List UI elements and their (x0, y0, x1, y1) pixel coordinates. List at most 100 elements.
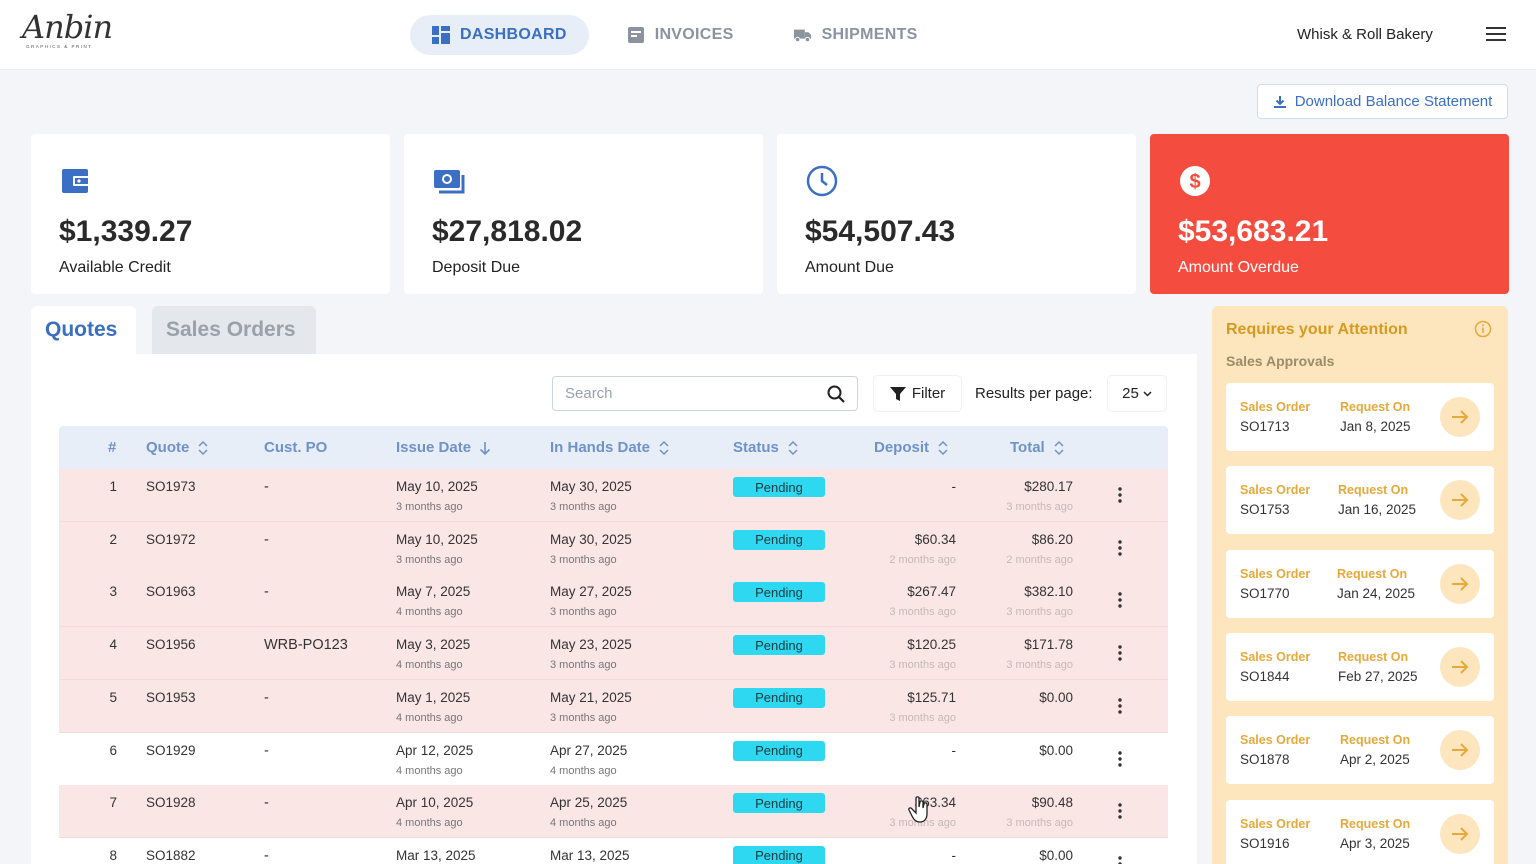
open-approval-button[interactable] (1440, 646, 1480, 687)
row-total: $171.78 (1024, 637, 1073, 653)
tab-sales-orders[interactable]: Sales Orders (152, 306, 316, 354)
row-issue-date: May 3, 2025 (396, 637, 471, 653)
sales-approval-card[interactable]: Sales Order SO1770 Request On Jan 24, 20… (1226, 549, 1494, 618)
sales-order-label: Sales Order (1240, 816, 1311, 831)
row-in-hands-date: May 30, 2025 (550, 479, 632, 494)
row-cust-po: WRB-PO123 (264, 637, 348, 654)
sales-approval-card[interactable]: Sales Order SO1916 Request On Apr 3, 202… (1226, 799, 1494, 864)
column-issue-date[interactable]: Issue Date (396, 439, 491, 456)
table-row[interactable]: 7 SO1928 - Apr 10, 2025 4 months ago Apr… (59, 785, 1168, 839)
more-options-icon[interactable] (1118, 487, 1122, 503)
row-total-ago: 3 months ago (1006, 817, 1073, 830)
tab-quotes[interactable]: Quotes (31, 306, 136, 354)
sales-approval-card[interactable]: Sales Order SO1713 Request On Jan 8, 202… (1226, 383, 1494, 451)
status-badge: Pending (733, 635, 825, 656)
filter-button[interactable]: Filter (874, 376, 961, 411)
row-deposit-ago: 3 months ago (889, 817, 956, 830)
open-approval-button[interactable] (1440, 480, 1480, 521)
download-balance-statement-button[interactable]: Download Balance Statement (1257, 84, 1508, 119)
open-approval-button[interactable] (1440, 813, 1480, 854)
search-icon[interactable] (827, 385, 845, 403)
request-on-date: Apr 2, 2025 (1340, 752, 1410, 768)
cash-icon (434, 170, 465, 194)
chevron-down-icon (1143, 390, 1152, 397)
more-options-icon[interactable] (1118, 698, 1122, 714)
svg-text:$: $ (1189, 171, 1200, 193)
row-number: 3 (109, 584, 117, 600)
column-cust-po-label: Cust. PO (264, 439, 328, 456)
column-in-hands-date[interactable]: In Hands Date (550, 439, 670, 456)
company-name[interactable]: Whisk & Roll Bakery (1297, 26, 1433, 43)
row-in-hands-ago: 3 months ago (550, 553, 617, 566)
sales-order-label: Sales Order (1240, 566, 1311, 581)
hand-cursor-icon (908, 796, 928, 823)
hamburger-menu-icon[interactable] (1484, 24, 1508, 44)
row-deposit: - (951, 479, 957, 494)
sales-approval-card[interactable]: Sales Order SO1753 Request On Jan 16, 20… (1226, 466, 1494, 535)
more-options-icon[interactable] (1118, 539, 1122, 556)
more-options-icon[interactable] (1118, 592, 1122, 609)
available-credit-amount: $1,339.27 (59, 215, 193, 248)
row-quote-number[interactable]: SO1929 (146, 742, 196, 758)
table-row[interactable]: 4 SO1956 WRB-PO123 May 3, 2025 4 months … (59, 627, 1168, 681)
row-quote-number[interactable]: SO1963 (146, 584, 196, 600)
row-quote-number[interactable]: SO1882 (146, 847, 196, 863)
logo-text: Anbin (22, 8, 113, 46)
row-cust-po: - (264, 584, 269, 601)
open-approval-button[interactable] (1440, 397, 1480, 437)
open-approval-button[interactable] (1440, 563, 1480, 604)
table-row[interactable]: 8 SO1882 - Mar 13, 2025 Mar 13, 2025 Pen… (59, 837, 1168, 864)
row-number: 6 (109, 742, 117, 758)
more-options-icon[interactable] (1118, 750, 1122, 767)
filter-icon (889, 386, 906, 401)
results-per-page-select[interactable]: 25 (1108, 376, 1166, 411)
row-quote-number[interactable]: SO1973 (146, 479, 196, 494)
row-quote-number[interactable]: SO1956 (146, 637, 196, 653)
row-total: $90.48 (1031, 795, 1073, 811)
request-on-date: Jan 16, 2025 (1338, 502, 1417, 518)
amount-due-amount: $54,507.43 (805, 215, 956, 248)
row-issue-date: Mar 13, 2025 (396, 847, 476, 863)
sales-approval-card[interactable]: Sales Order SO1878 Request On Apr 2, 202… (1226, 716, 1494, 785)
column-quote[interactable]: Quote (146, 439, 209, 456)
row-quote-number[interactable]: SO1972 (146, 531, 196, 547)
sales-approval-card[interactable]: Sales Order SO1844 Request On Feb 27, 20… (1226, 632, 1494, 701)
row-number: 1 (109, 479, 117, 494)
row-quote-number[interactable]: SO1928 (146, 795, 196, 811)
status-badge: Pending (733, 582, 825, 603)
sort-icon (938, 440, 948, 455)
row-deposit: $267.47 (907, 584, 956, 600)
amount-overdue-label: Amount Overdue (1178, 259, 1299, 276)
nav-dashboard[interactable]: DASHBOARD (410, 15, 589, 55)
table-row[interactable]: 3 SO1963 - May 7, 2025 4 months ago May … (59, 574, 1168, 628)
row-deposit: $125.71 (907, 689, 956, 705)
logo[interactable]: Anbin GRAPHICS & PRINT (22, 8, 113, 60)
column-status[interactable]: Status (733, 439, 799, 456)
table-row[interactable]: 1 SO1973 - May 10, 2025 3 months ago May… (59, 469, 1168, 522)
column-total[interactable]: Total (1010, 439, 1065, 456)
column-status-label: Status (733, 439, 779, 456)
nav-invoices[interactable]: INVOICES (605, 15, 756, 55)
dollar-icon: $ (1180, 166, 1210, 196)
row-quote-number[interactable]: SO1953 (146, 689, 196, 705)
table-row[interactable]: 5 SO1953 - May 1, 2025 4 months ago May … (59, 679, 1168, 733)
logo-subtitle: GRAPHICS & PRINT (26, 44, 93, 49)
row-total: $86.20 (1031, 531, 1073, 547)
table-row[interactable]: 2 SO1972 - May 10, 2025 3 months ago May… (59, 521, 1168, 575)
more-options-icon[interactable] (1118, 803, 1122, 819)
more-options-icon[interactable] (1118, 645, 1122, 661)
column-deposit[interactable]: Deposit (874, 439, 949, 456)
row-issue-ago: 4 months ago (396, 606, 463, 619)
sales-order-number: SO1770 (1240, 585, 1290, 601)
search-input[interactable]: Search (552, 376, 858, 411)
nav-shipments-label: SHIPMENTS (821, 26, 918, 43)
table-row[interactable]: 6 SO1929 - Apr 12, 2025 4 months ago Apr… (59, 732, 1168, 786)
open-approval-button[interactable] (1440, 730, 1480, 771)
more-options-icon[interactable] (1118, 856, 1122, 864)
request-on-date: Apr 3, 2025 (1340, 835, 1410, 851)
download-icon (1273, 95, 1286, 108)
row-total: $0.00 (1039, 847, 1073, 863)
nav-shipments[interactable]: SHIPMENTS (772, 15, 940, 55)
info-icon[interactable] (1474, 320, 1492, 338)
download-label: Download Balance Statement (1294, 93, 1493, 110)
